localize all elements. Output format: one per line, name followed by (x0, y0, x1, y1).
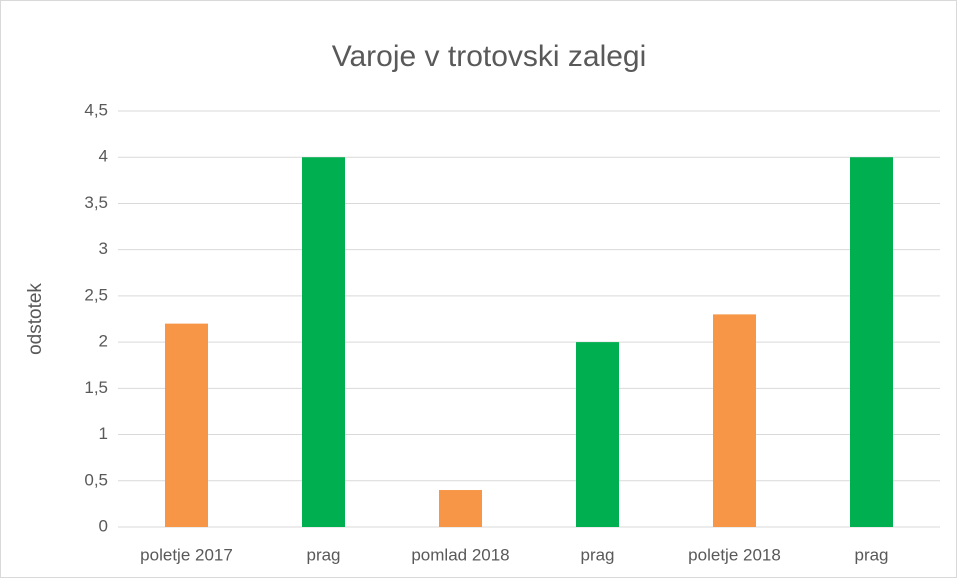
y-axis-label: odstotek (25, 283, 46, 355)
y-tick-label: 2,5 (84, 285, 108, 304)
y-tick-label: 3 (99, 239, 108, 258)
x-tick-label: prag (306, 545, 340, 564)
x-tick-label: poletje 2018 (688, 545, 781, 564)
y-tick-label: 0,5 (84, 470, 108, 489)
bar (850, 157, 893, 527)
bar (302, 157, 345, 527)
y-tick-label: 3,5 (84, 193, 108, 212)
x-tick-label: pomlad 2018 (411, 545, 509, 564)
y-tick-label: 4,5 (84, 100, 108, 119)
chart-title: Varoje v trotovski zalegi (332, 40, 647, 73)
y-tick-label: 2 (99, 332, 108, 351)
bar (165, 323, 208, 527)
bar (439, 490, 482, 527)
y-tick-label: 0 (99, 516, 108, 535)
bar (713, 314, 756, 527)
y-tick-label: 1 (99, 424, 108, 443)
y-tick-label: 1,5 (84, 378, 108, 397)
x-tick-label: prag (580, 545, 614, 564)
y-tick-label: 4 (99, 147, 108, 166)
bar (576, 342, 619, 527)
x-tick-label: poletje 2017 (140, 545, 233, 564)
x-tick-label: prag (854, 545, 888, 564)
